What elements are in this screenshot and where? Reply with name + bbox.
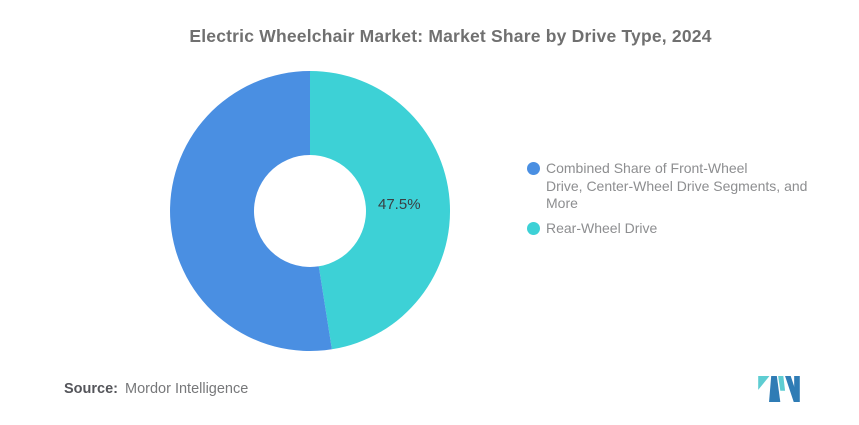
legend-marker-icon xyxy=(527,162,540,175)
source-value: Mordor Intelligence xyxy=(125,381,249,397)
donut-chart xyxy=(170,71,451,351)
legend-marker-icon xyxy=(527,221,540,235)
logo-shape xyxy=(758,376,770,390)
source-label: Source: xyxy=(64,381,118,397)
donut-slice-0 xyxy=(310,71,451,350)
legend-item-label: Combined Share of Front-Wheel Drive, Cen… xyxy=(546,160,808,211)
legend-item-rear-wheel-drive: Rear-Wheel Drive xyxy=(527,220,807,238)
source-line: Source: Mordor Intelligence xyxy=(64,381,248,397)
mordor-intelligence-logo-icon xyxy=(758,376,800,402)
logo-shape xyxy=(778,376,786,391)
slice-data-label: 47.5% xyxy=(378,196,421,213)
chart-title: Electric Wheelchair Market: Market Share… xyxy=(189,26,712,46)
legend-item-label: Rear-Wheel Drive xyxy=(546,219,658,236)
logo-shape xyxy=(794,376,800,402)
chart-legend: Combined Share of Front-Wheel Drive, Cen… xyxy=(527,160,807,244)
donut-slice-1 xyxy=(170,71,332,351)
logo-shape xyxy=(769,376,781,402)
legend-item-combined-share: Combined Share of Front-Wheel Drive, Cen… xyxy=(527,160,807,213)
